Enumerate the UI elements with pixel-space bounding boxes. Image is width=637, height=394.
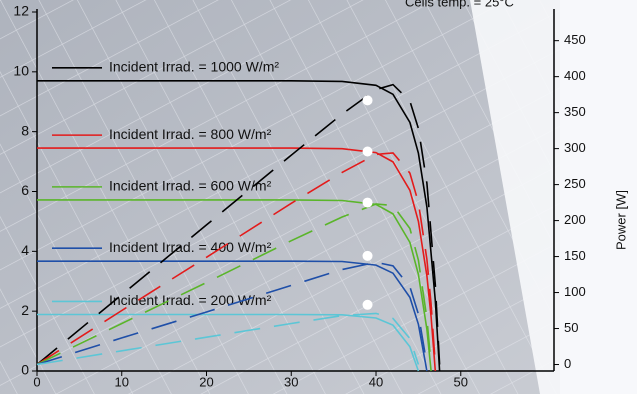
power-curve [36,83,441,366]
legend-label: Incident Irrad. = 600 W/m² [109,178,272,194]
y-tick-label: 2 [21,302,29,318]
y2-tick-label: 300 [564,140,586,155]
legend-label: Incident Irrad. = 1000 W/m² [109,59,279,75]
power-curve [36,203,432,366]
chart-title: Cells temp. = 25°C [405,0,514,9]
power-curve [36,312,420,366]
legend-label: Incident Irrad. = 400 W/m² [109,239,272,255]
y2-tick-label: 200 [564,212,586,227]
mpp-point [362,146,373,157]
x-tick-label: 10 [115,374,129,389]
y-tick-label: 6 [21,182,29,198]
y2-tick-label: 450 [564,32,586,47]
y2-tick-label: 400 [564,68,586,83]
legend-label: Incident Irrad. = 200 W/m² [109,292,272,308]
y2-tick-label: 350 [564,104,586,119]
x-tick-label: 40 [369,374,383,389]
x-tick-label: 0 [33,374,40,389]
mpp-point [362,250,373,261]
legend-label: Incident Irrad. = 800 W/m² [109,126,272,142]
current-curve [37,260,428,372]
x-tick-label: 30 [284,374,298,389]
y-tick-label: 10 [13,63,29,79]
y-tick-label: 12 [13,3,29,19]
mpp-point [362,197,373,208]
mpp-point [362,299,373,310]
current-curve [37,80,441,372]
y-tick-label: 8 [21,122,29,138]
y-tick-label: 4 [21,242,29,258]
current-curve [37,313,420,372]
mpp-point [362,95,373,106]
y2-tick-label: 150 [564,248,586,263]
y-tick-label: 0 [21,362,29,378]
current-curve [37,147,437,372]
y2-tick-label: 0 [564,356,571,371]
y2-axis-label: Power [W] [613,190,628,250]
panel-cells [0,0,560,394]
x-tick-label: 20 [199,374,213,389]
y2-tick-label: 100 [564,284,586,299]
y2-tick-label: 250 [564,176,586,191]
power-curve [36,152,437,366]
x-tick-label: 50 [454,374,468,389]
power-curve [36,261,428,366]
y2-tick-label: 50 [564,320,578,335]
